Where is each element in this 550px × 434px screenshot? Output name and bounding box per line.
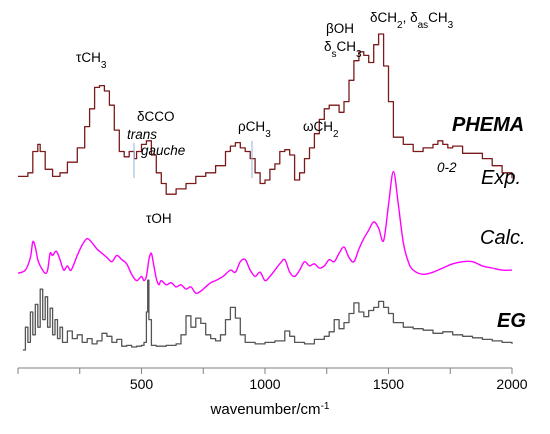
x-tick-label: 500 bbox=[130, 376, 154, 392]
x-tick-label: 1500 bbox=[373, 376, 404, 392]
x-tick-label: 2000 bbox=[496, 376, 527, 392]
annotation-gauche: gauche bbox=[141, 143, 185, 158]
x-tick-label: 1000 bbox=[249, 376, 280, 392]
series-label-exp: Exp. bbox=[481, 167, 521, 189]
annotation-trans: trans bbox=[127, 127, 157, 142]
annotation-omega-ch2: ωCH2 bbox=[303, 119, 339, 140]
x-tick-layer: 500 1000 1500 2000 bbox=[17, 368, 528, 392]
series-line-exp bbox=[18, 33, 513, 195]
series-layer bbox=[17, 33, 513, 351]
series-label-phema: PHEMA bbox=[452, 114, 524, 136]
series-label-calc: Calc. bbox=[480, 227, 526, 249]
annotation-rho-ch3: ρCH3 bbox=[238, 119, 271, 140]
annotation-overtone: 0-2 bbox=[437, 160, 457, 175]
annotation-delta-s-ch3: δsCH3 bbox=[324, 39, 362, 60]
x-axis-title-sup: -1 bbox=[321, 401, 330, 412]
annotation-delta-cco: δCCO bbox=[137, 109, 175, 124]
annotation-tau-ch3: τCH3 bbox=[76, 50, 107, 71]
annotation-delta-ch2-as-ch3: δCH2, δasCH3 bbox=[370, 10, 454, 31]
series-line-calc bbox=[17, 170, 513, 295]
series-line-eg bbox=[22, 279, 513, 351]
annotation-beta-oh: βOH bbox=[326, 21, 354, 36]
x-axis-title: wavenumber/cm-1 bbox=[210, 401, 330, 419]
annotation-tau-oh: τOH bbox=[146, 211, 172, 226]
x-axis-title-main: wavenumber/cm bbox=[210, 401, 321, 418]
series-label-eg: EG bbox=[497, 310, 526, 332]
